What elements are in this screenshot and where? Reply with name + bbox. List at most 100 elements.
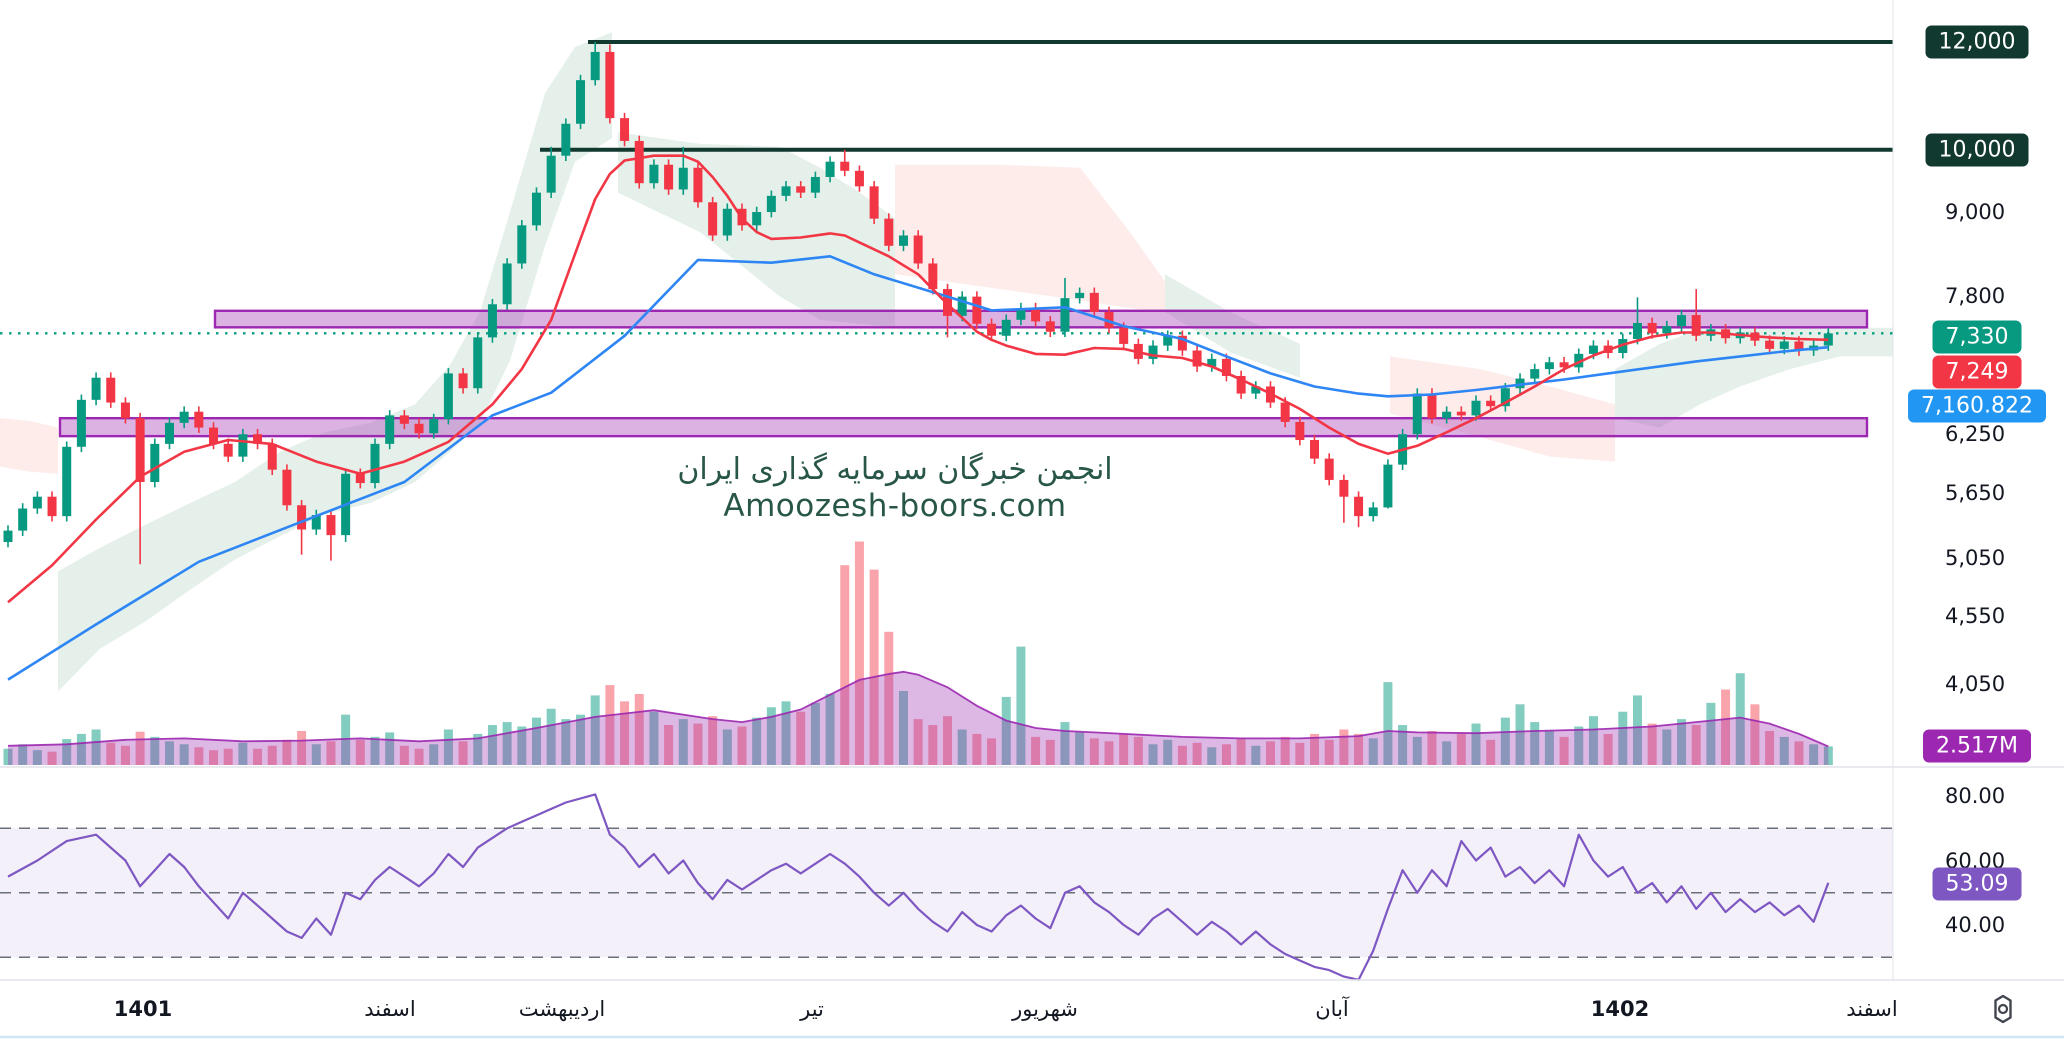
volume-bar bbox=[664, 725, 674, 765]
supply-demand-zone[interactable] bbox=[58, 416, 1869, 438]
volume-bar bbox=[620, 701, 630, 765]
volume-bar bbox=[943, 716, 953, 765]
candle-body bbox=[1823, 333, 1833, 346]
volume-bar bbox=[1236, 738, 1246, 765]
candle-body bbox=[1280, 402, 1290, 422]
candle-body bbox=[1486, 400, 1496, 407]
volume-bar bbox=[399, 745, 409, 765]
candle-body bbox=[781, 186, 791, 196]
volume-bar bbox=[649, 711, 659, 765]
candle-body bbox=[1544, 362, 1554, 370]
price-badge: 12,000 bbox=[1925, 25, 2029, 59]
rsi-tick-label: 80.00 bbox=[1945, 784, 2006, 808]
volume-bar bbox=[1133, 736, 1143, 765]
volume-bar bbox=[1368, 738, 1378, 765]
volume-bar bbox=[1823, 746, 1833, 765]
candle-body bbox=[1588, 345, 1598, 354]
volume-bar bbox=[1559, 736, 1569, 765]
volume-bar bbox=[1427, 730, 1437, 765]
candle-body bbox=[854, 170, 864, 187]
ichimoku-cloud-bull bbox=[58, 32, 612, 692]
ma-slow-line bbox=[7, 255, 1829, 681]
volume-bar bbox=[634, 693, 644, 765]
volume-bar bbox=[47, 751, 57, 765]
volume-bar bbox=[1691, 725, 1701, 765]
volume-bar bbox=[1750, 704, 1760, 765]
candle-body bbox=[649, 164, 659, 184]
volume-bar bbox=[326, 741, 336, 765]
volume-bar bbox=[1632, 695, 1642, 765]
volume-bar bbox=[840, 565, 850, 765]
candle-body bbox=[825, 161, 835, 177]
volume-bar bbox=[957, 729, 967, 765]
ichimoku-cloud-bull bbox=[1615, 327, 1893, 428]
candle-body bbox=[957, 296, 967, 316]
candle-body bbox=[620, 118, 630, 141]
candle-body bbox=[1016, 308, 1026, 320]
volume-bar bbox=[164, 741, 174, 765]
volume-bar bbox=[1574, 726, 1584, 765]
volume-bar bbox=[150, 736, 160, 765]
candle-body bbox=[546, 155, 556, 193]
volume-bar bbox=[355, 739, 365, 765]
volume-bar bbox=[194, 747, 204, 765]
supply-demand-zone[interactable] bbox=[213, 309, 1869, 329]
volume-bar bbox=[1075, 732, 1085, 765]
candle-body bbox=[1456, 411, 1466, 416]
candle-body bbox=[18, 508, 28, 531]
price-badge: 53.09 bbox=[1932, 867, 2022, 901]
volume-bar bbox=[223, 748, 233, 765]
rsi-line bbox=[7, 793, 1830, 981]
candle-body bbox=[1574, 353, 1584, 368]
volume-bar bbox=[1163, 739, 1173, 765]
volume-bar bbox=[1662, 729, 1672, 765]
ichimoku-cloud-bear bbox=[0, 418, 58, 474]
volume-bar bbox=[854, 541, 864, 765]
candle-body bbox=[1236, 375, 1246, 394]
time-axis-label: تیر bbox=[800, 997, 824, 1021]
candle-body bbox=[1031, 308, 1041, 322]
candle-body bbox=[590, 51, 600, 81]
volume-bar bbox=[414, 748, 424, 765]
volume-bar bbox=[1677, 719, 1687, 765]
candle-body bbox=[1691, 315, 1701, 336]
volume-bar bbox=[253, 748, 263, 765]
price-badge: 7,160.822 bbox=[1908, 389, 2046, 423]
candle-body bbox=[370, 443, 380, 484]
volume-bar bbox=[443, 729, 453, 765]
volume-bar bbox=[1647, 723, 1657, 765]
volume-bar bbox=[898, 691, 908, 765]
volume-bar bbox=[1251, 745, 1261, 765]
candle-body bbox=[605, 51, 615, 119]
candle-body bbox=[385, 415, 395, 444]
candle-body bbox=[473, 337, 483, 389]
volume-bar bbox=[693, 723, 703, 765]
volume-bar bbox=[1765, 730, 1775, 765]
hexagon-circle-icon[interactable] bbox=[1986, 992, 2020, 1030]
candle-body bbox=[722, 208, 732, 236]
volume-bar bbox=[1412, 736, 1422, 765]
candle-body bbox=[297, 505, 307, 530]
candle-body bbox=[928, 263, 938, 290]
candle-body bbox=[429, 419, 439, 434]
candle-body bbox=[1765, 340, 1775, 349]
volume-bar bbox=[1544, 730, 1554, 765]
candle-body bbox=[282, 469, 292, 506]
candle-body bbox=[884, 218, 894, 246]
volume-bar bbox=[1442, 741, 1452, 765]
volume-bar bbox=[928, 725, 938, 765]
volume-bar bbox=[1779, 736, 1789, 765]
candle-body bbox=[1089, 292, 1099, 312]
volume-ma-line bbox=[7, 670, 1829, 748]
candle-body bbox=[1559, 362, 1569, 368]
candle-body bbox=[664, 164, 674, 190]
volume-bar bbox=[1383, 682, 1393, 765]
volume-bar bbox=[1456, 733, 1466, 765]
volume-bar bbox=[1207, 747, 1217, 765]
candle-body bbox=[1530, 369, 1540, 379]
volume-bar bbox=[1706, 702, 1716, 765]
candle-body bbox=[1310, 439, 1320, 459]
volume-bar bbox=[1530, 722, 1540, 765]
volume-bar bbox=[1471, 723, 1481, 765]
